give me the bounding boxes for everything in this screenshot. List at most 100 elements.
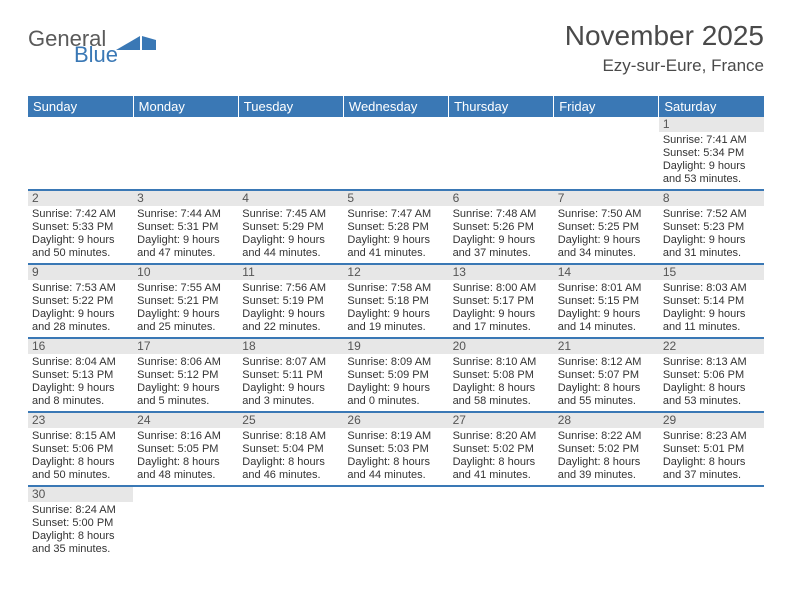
daylight-text: Daylight: 9 hours and 17 minutes. — [453, 308, 550, 334]
sunrise-text: Sunrise: 7:48 AM — [453, 208, 550, 221]
empty-cell — [343, 486, 448, 559]
weekday-header: Wednesday — [343, 96, 448, 117]
day-number: 29 — [659, 413, 764, 428]
day-number: 16 — [28, 339, 133, 354]
empty-cell — [554, 117, 659, 190]
sunrise-text: Sunrise: 8:00 AM — [453, 282, 550, 295]
sunset-text: Sunset: 5:03 PM — [347, 443, 444, 456]
day-number: 14 — [554, 265, 659, 280]
sunrise-text: Sunrise: 7:44 AM — [137, 208, 234, 221]
day-cell: 9Sunrise: 7:53 AMSunset: 5:22 PMDaylight… — [28, 264, 133, 338]
day-number: 5 — [343, 191, 448, 206]
day-number: 15 — [659, 265, 764, 280]
daylight-text: Daylight: 9 hours and 25 minutes. — [137, 308, 234, 334]
day-number: 10 — [133, 265, 238, 280]
daylight-text: Daylight: 8 hours and 50 minutes. — [32, 456, 129, 482]
day-number: 3 — [133, 191, 238, 206]
day-cell: 21 Sunrise: 8:12 AMSunset: 5:07 PMDayligh… — [554, 338, 659, 412]
empty-cell — [238, 117, 343, 190]
day-cell: 4Sunrise: 7:45 AMSunset: 5:29 PMDaylight… — [238, 190, 343, 264]
day-number: 28 — [554, 413, 659, 428]
calendar-header-row: SundayMondayTuesdayWednesdayThursdayFrid… — [28, 96, 764, 117]
sunset-text: Sunset: 5:23 PM — [663, 221, 760, 234]
daylight-text: Daylight: 8 hours and 58 minutes. — [453, 382, 550, 408]
sunset-text: Sunset: 5:06 PM — [32, 443, 129, 456]
day-cell: 12Sunrise: 7:58 AMSunset: 5:18 PMDayligh… — [343, 264, 448, 338]
sunset-text: Sunset: 5:02 PM — [453, 443, 550, 456]
day-cell: 3 Sunrise: 7:44 AMSunset: 5:31 PMDaylight… — [133, 190, 238, 264]
sunrise-text: Sunrise: 7:50 AM — [558, 208, 655, 221]
weekday-header: Thursday — [449, 96, 554, 117]
sunrise-text: Sunrise: 8:18 AM — [242, 430, 339, 443]
day-cell: 17Sunrise: 8:06 AMSunset: 5:12 PMDayligh… — [133, 338, 238, 412]
sunrise-text: Sunrise: 7:45 AM — [242, 208, 339, 221]
empty-cell — [449, 117, 554, 190]
daylight-text: Daylight: 9 hours and 50 minutes. — [32, 234, 129, 260]
sunset-text: Sunset: 5:13 PM — [32, 369, 129, 382]
sunrise-text: Sunrise: 7:47 AM — [347, 208, 444, 221]
sunset-text: Sunset: 5:34 PM — [663, 147, 760, 160]
sunset-text: Sunset: 5:07 PM — [558, 369, 655, 382]
sunrise-text: Sunrise: 7:58 AM — [347, 282, 444, 295]
sunrise-text: Sunrise: 8:24 AM — [32, 504, 129, 517]
daylight-text: Daylight: 9 hours and 3 minutes. — [242, 382, 339, 408]
sunset-text: Sunset: 5:06 PM — [663, 369, 760, 382]
sunrise-text: Sunrise: 7:41 AM — [663, 134, 760, 147]
day-cell: 20Sunrise: 8:10 AMSunset: 5:08 PMDayligh… — [449, 338, 554, 412]
daylight-text: Daylight: 8 hours and 55 minutes. — [558, 382, 655, 408]
day-number: 9 — [28, 265, 133, 280]
sunrise-text: Sunrise: 7:53 AM — [32, 282, 129, 295]
day-cell: 25Sunrise: 8:18 AMSunset: 5:04 PMDayligh… — [238, 412, 343, 486]
title-month: November 2025 — [565, 20, 764, 52]
daylight-text: Daylight: 8 hours and 53 minutes. — [663, 382, 760, 408]
sunrise-text: Sunrise: 8:12 AM — [558, 356, 655, 369]
sunrise-text: Sunrise: 8:10 AM — [453, 356, 550, 369]
day-cell: 14Sunrise: 8:01 AMSunset: 5:15 PMDayligh… — [554, 264, 659, 338]
logo-text-2: Blue — [74, 44, 118, 66]
weekday-header: Monday — [133, 96, 238, 117]
day-number: 27 — [449, 413, 554, 428]
day-cell: 18Sunrise: 8:07 AMSunset: 5:11 PMDayligh… — [238, 338, 343, 412]
day-cell: 15Sunrise: 8:03 AMSunset: 5:14 PMDayligh… — [659, 264, 764, 338]
daylight-text: Daylight: 9 hours and 44 minutes. — [242, 234, 339, 260]
daylight-text: Daylight: 9 hours and 47 minutes. — [137, 234, 234, 260]
sunset-text: Sunset: 5:28 PM — [347, 221, 444, 234]
sunset-text: Sunset: 5:02 PM — [558, 443, 655, 456]
day-cell: 10Sunrise: 7:55 AMSunset: 5:21 PMDayligh… — [133, 264, 238, 338]
day-number: 22 — [659, 339, 764, 354]
daylight-text: Daylight: 9 hours and 41 minutes. — [347, 234, 444, 260]
sunset-text: Sunset: 5:09 PM — [347, 369, 444, 382]
daylight-text: Daylight: 9 hours and 19 minutes. — [347, 308, 444, 334]
day-cell: 8Sunrise: 7:52 AMSunset: 5:23 PMDaylight… — [659, 190, 764, 264]
daylight-text: Daylight: 9 hours and 34 minutes. — [558, 234, 655, 260]
sunrise-text: Sunrise: 8:07 AM — [242, 356, 339, 369]
daylight-text: Daylight: 9 hours and 8 minutes. — [32, 382, 129, 408]
empty-cell — [343, 117, 448, 190]
daylight-text: Daylight: 9 hours and 0 minutes. — [347, 382, 444, 408]
daylight-text: Daylight: 8 hours and 35 minutes. — [32, 530, 129, 556]
sunrise-text: Sunrise: 8:15 AM — [32, 430, 129, 443]
day-number: 21 — [554, 339, 659, 354]
daylight-text: Daylight: 9 hours and 53 minutes. — [663, 160, 760, 186]
day-number: 25 — [238, 413, 343, 428]
empty-cell — [449, 486, 554, 559]
sunrise-text: Sunrise: 8:19 AM — [347, 430, 444, 443]
day-cell: 24Sunrise: 8:16 AMSunset: 5:05 PMDayligh… — [133, 412, 238, 486]
day-cell: 27Sunrise: 8:20 AMSunset: 5:02 PMDayligh… — [449, 412, 554, 486]
daylight-text: Daylight: 9 hours and 31 minutes. — [663, 234, 760, 260]
sunrise-text: Sunrise: 7:52 AM — [663, 208, 760, 221]
sunset-text: Sunset: 5:11 PM — [242, 369, 339, 382]
sunrise-text: Sunrise: 8:16 AM — [137, 430, 234, 443]
empty-cell — [659, 486, 764, 559]
day-number: 1 — [659, 117, 764, 132]
sunset-text: Sunset: 5:14 PM — [663, 295, 760, 308]
header: General Blue November 2025 Ezy-sur-Eure,… — [28, 22, 764, 92]
sunset-text: Sunset: 5:31 PM — [137, 221, 234, 234]
sunrise-text: Sunrise: 8:13 AM — [663, 356, 760, 369]
day-number: 23 — [28, 413, 133, 428]
logo: General Blue — [28, 28, 118, 66]
day-number: 4 — [238, 191, 343, 206]
day-number: 7 — [554, 191, 659, 206]
day-number: 19 — [343, 339, 448, 354]
daylight-text: Daylight: 8 hours and 37 minutes. — [663, 456, 760, 482]
